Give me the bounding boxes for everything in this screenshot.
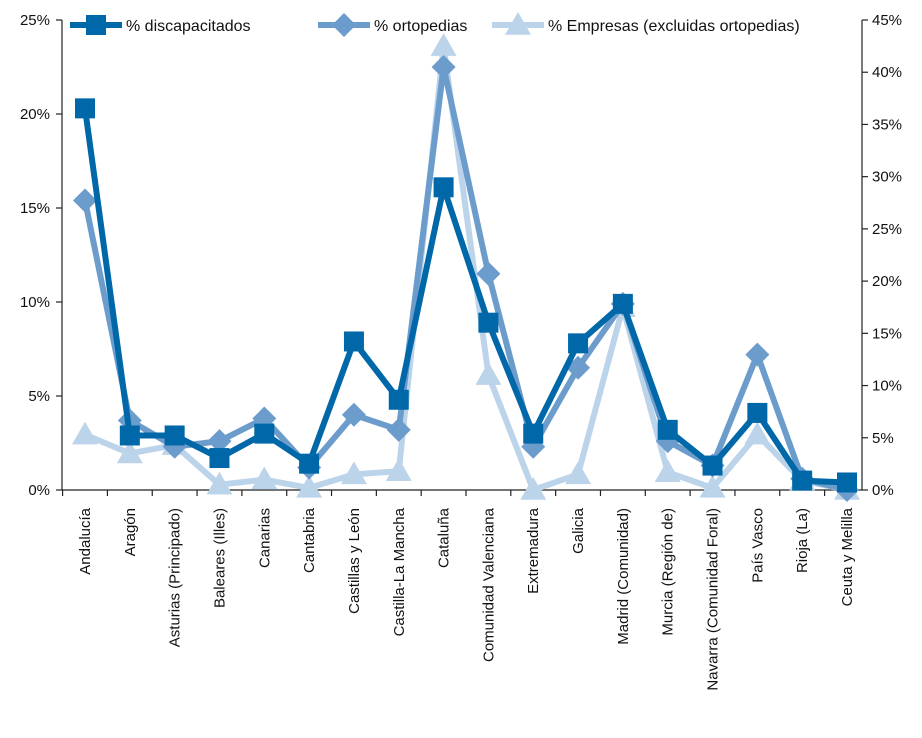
square-marker — [433, 177, 454, 198]
triangle-marker — [430, 33, 457, 56]
square-marker — [86, 15, 106, 35]
x-tick-label: Castilla-La Mancha — [391, 507, 408, 636]
square-marker — [702, 455, 723, 476]
x-tick-label: Madrid (Comunidad) — [615, 508, 632, 645]
x-tick-label: Murcia (Región de) — [660, 508, 677, 636]
x-tick-label: Comunidad Valenciana — [480, 507, 497, 662]
diamond-marker — [207, 429, 232, 454]
square-marker — [478, 312, 499, 333]
diamond-marker — [745, 342, 770, 367]
square-marker — [612, 293, 633, 314]
x-tick-label: Aragón — [122, 508, 139, 556]
series-square — [75, 98, 857, 493]
x-tick-label: Navarra (Comunidad Foral) — [705, 508, 722, 691]
square-marker — [299, 453, 320, 474]
square-marker — [164, 425, 185, 446]
legend-label: % discapacitados — [126, 18, 251, 35]
right-tick-label: 35% — [872, 116, 902, 133]
diamond-marker — [73, 188, 97, 213]
left-tick-label: 10% — [20, 294, 50, 311]
triangle-marker — [654, 459, 681, 482]
square-marker — [343, 331, 364, 352]
square-marker — [75, 98, 95, 119]
series-line — [82, 64, 848, 493]
square-marker — [523, 423, 544, 444]
axes: 0% 5% 10% 15% 20% 25% 0% 5% 10% 15% 20% 25% 30% 35% 40… — [20, 12, 902, 691]
legend: % discapacitados % ortopedias % Empresas (… — [70, 12, 800, 37]
x-tick-label: Extremadura — [525, 507, 542, 594]
diamond-marker — [341, 402, 366, 427]
triangle-marker — [520, 477, 547, 500]
right-tick-label: 45% — [872, 12, 902, 29]
series-lines — [72, 33, 860, 502]
triangle-marker — [699, 474, 726, 498]
left-tick-label: 15% — [20, 200, 50, 217]
x-tick-label: Asturias (Principado) — [167, 508, 184, 647]
right-tick-label: 15% — [872, 325, 902, 342]
square-marker — [747, 402, 768, 423]
legend-item: % Empresas (excluidas ortopedias) — [492, 12, 800, 35]
square-marker — [254, 423, 275, 444]
square-marker — [209, 448, 230, 469]
right-tick-label: 40% — [872, 64, 902, 81]
left-tick-label: 0% — [28, 482, 50, 499]
x-tick-label: Galicia — [570, 507, 587, 554]
triangle-marker — [565, 461, 592, 485]
x-tick-label: Rioja (La) — [794, 508, 811, 573]
triangle-marker — [385, 458, 412, 481]
triangle-marker — [744, 421, 771, 445]
legend-label: % Empresas (excluidas ortopedias) — [548, 18, 800, 35]
legend-item: % ortopedias — [318, 13, 467, 37]
diamond-marker — [476, 261, 501, 286]
left-tick-label: 5% — [28, 388, 50, 405]
series-line — [83, 43, 848, 493]
left-tick-label: 20% — [20, 106, 50, 123]
square-marker — [657, 419, 678, 440]
triangle-marker — [475, 362, 502, 385]
x-tick-label: Baleares (Illes) — [211, 508, 228, 608]
square-marker — [837, 472, 857, 493]
triangle-marker — [340, 461, 367, 485]
square-marker — [119, 425, 140, 446]
legend-label: % ortopedias — [374, 18, 467, 35]
square-marker — [568, 333, 589, 354]
right-tick-label: 10% — [872, 378, 902, 395]
triangle-marker — [72, 421, 98, 445]
right-tick-label: 25% — [872, 221, 902, 238]
triangle-marker — [505, 12, 531, 35]
triangle-marker — [116, 440, 143, 464]
x-tick-label: País Vasco — [749, 508, 766, 583]
triangle-marker — [296, 474, 323, 498]
triangle-marker — [206, 471, 233, 495]
right-tick-label: 30% — [872, 169, 902, 186]
square-marker — [792, 470, 813, 491]
x-tick-label: Castillas y León — [346, 508, 363, 614]
x-tick-label: Canarias — [256, 508, 273, 568]
right-tick-label: 0% — [872, 482, 894, 499]
right-tick-label: 5% — [872, 430, 894, 447]
diamond-marker — [431, 55, 456, 79]
x-tick-label: Ceuta y Melilla — [839, 507, 856, 606]
diamond-marker — [332, 13, 356, 37]
x-tick-label: Andalucía — [77, 507, 94, 574]
x-tick-label: Cataluña — [436, 507, 453, 568]
legend-item: % discapacitados — [70, 15, 251, 35]
triangle-marker — [251, 466, 278, 490]
left-tick-label: 25% — [20, 12, 50, 29]
diamond-marker — [386, 417, 411, 442]
x-tick-label: Cantabria — [301, 507, 318, 573]
right-tick-label: 20% — [872, 273, 902, 290]
square-marker — [388, 389, 409, 410]
